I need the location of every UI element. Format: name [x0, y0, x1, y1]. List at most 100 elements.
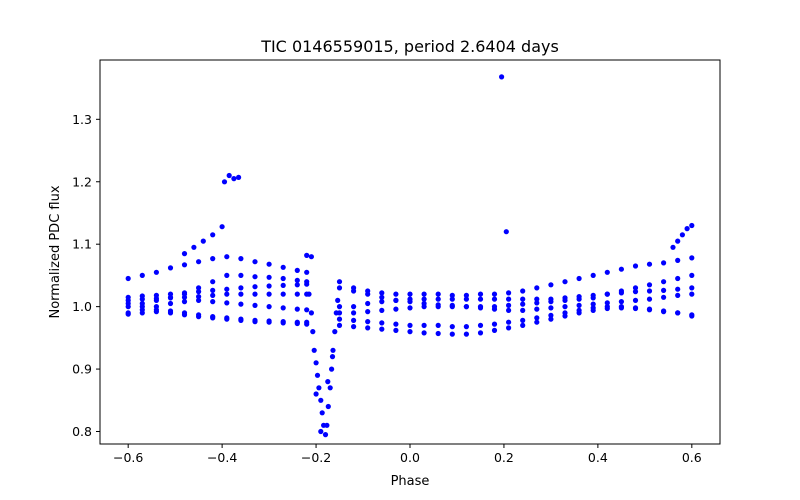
data-point	[618, 305, 625, 311]
data-point	[196, 297, 202, 303]
data-point	[407, 305, 413, 311]
data-point	[407, 291, 413, 297]
data-point	[449, 296, 455, 302]
data-point	[684, 226, 690, 232]
data-point	[224, 315, 230, 321]
data-point	[421, 322, 427, 328]
data-point	[191, 244, 197, 250]
data-point	[313, 360, 319, 366]
data-point	[520, 296, 526, 302]
x-tick-label: −0.6	[113, 450, 143, 465]
data-point	[661, 287, 667, 293]
data-point	[210, 314, 216, 320]
data-point	[604, 291, 610, 297]
data-point	[310, 329, 316, 335]
data-point	[576, 310, 582, 316]
data-point	[646, 261, 653, 267]
data-point	[449, 304, 455, 310]
data-point	[534, 315, 540, 321]
data-point	[618, 290, 625, 296]
data-point	[231, 176, 237, 182]
data-point	[294, 291, 300, 297]
data-point	[280, 264, 286, 270]
data-point	[632, 305, 639, 312]
data-point	[562, 295, 568, 301]
data-point	[219, 224, 225, 230]
data-point	[449, 292, 455, 298]
data-point	[379, 326, 385, 332]
data-point	[534, 300, 540, 306]
data-point	[590, 301, 596, 307]
data-point	[167, 291, 174, 297]
data-point	[449, 331, 455, 337]
y-tick-label: 1.2	[72, 174, 92, 189]
data-point	[661, 294, 667, 300]
data-point	[153, 309, 159, 315]
data-point	[407, 322, 413, 328]
data-point	[224, 286, 230, 292]
data-point	[562, 304, 568, 310]
data-point	[618, 299, 625, 305]
data-point	[153, 269, 159, 275]
data-point	[318, 397, 324, 403]
data-point	[311, 347, 317, 353]
data-point	[210, 292, 216, 298]
data-point	[491, 327, 498, 333]
data-point	[477, 291, 484, 297]
y-axis-label: Normalized PDC flux	[48, 185, 63, 318]
data-point	[604, 300, 610, 306]
data-point	[266, 291, 272, 297]
data-point	[308, 310, 314, 316]
data-point	[322, 432, 329, 438]
data-point	[632, 263, 639, 269]
data-point	[319, 410, 325, 416]
data-point	[314, 372, 321, 378]
data-point	[506, 302, 512, 308]
data-point	[304, 269, 310, 275]
data-point	[224, 300, 230, 306]
data-point	[675, 286, 681, 292]
data-point	[210, 279, 216, 285]
data-point	[238, 256, 244, 262]
data-point	[576, 294, 582, 300]
data-point	[548, 282, 554, 288]
data-point	[252, 274, 258, 280]
data-point	[329, 354, 336, 360]
data-point	[266, 318, 272, 324]
data-point	[336, 316, 343, 322]
data-point	[196, 294, 202, 300]
data-point	[224, 291, 230, 297]
scatter-points	[125, 74, 695, 438]
data-point	[313, 391, 319, 397]
data-point	[506, 296, 512, 302]
data-point	[125, 300, 131, 307]
chart-title: TIC 0146559015, period 2.6404 days	[260, 37, 559, 56]
data-point	[463, 304, 469, 310]
y-tick-label: 0.9	[72, 362, 92, 377]
data-point	[520, 322, 526, 328]
data-point	[125, 275, 131, 282]
data-point	[407, 329, 413, 335]
data-point	[477, 305, 484, 311]
data-point	[393, 306, 399, 312]
data-point	[210, 299, 216, 305]
data-point	[324, 422, 330, 428]
data-point	[351, 304, 357, 310]
data-point	[325, 403, 331, 410]
data-point	[689, 272, 695, 278]
data-point	[351, 317, 357, 323]
data-point	[316, 385, 322, 391]
x-tick-label: 0.6	[682, 450, 702, 465]
data-point	[421, 296, 427, 302]
data-point	[379, 299, 385, 305]
data-point	[351, 324, 357, 330]
data-point	[689, 313, 695, 319]
data-point	[252, 291, 258, 297]
data-point	[491, 306, 498, 312]
data-point	[675, 310, 681, 316]
data-point	[238, 272, 244, 278]
data-point	[280, 319, 286, 325]
data-point	[304, 319, 310, 325]
data-point	[238, 285, 244, 291]
